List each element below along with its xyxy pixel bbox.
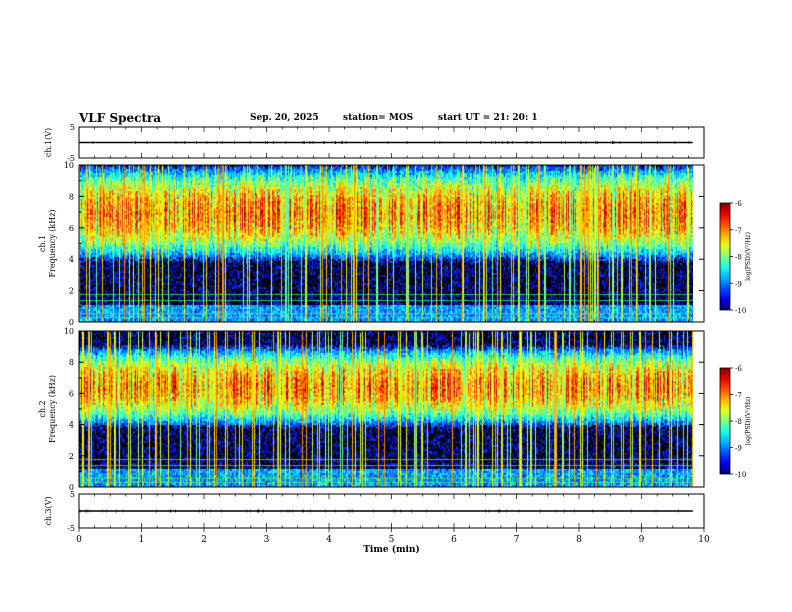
ch2-spectrogram-colorbar-tick-label: -6 [735,365,742,373]
ch1-spectrogram-ytick-label: 8 [69,192,74,201]
ch2-spectrogram-ytick-label: 0 [69,483,74,492]
ch1-spectrogram-colorbar-tick-label: -9 [735,280,742,288]
ch3-waveform-ytick-label: 5 [70,490,75,499]
ch1-spectrogram-colorbar-tick-label: -7 [735,227,742,235]
figure-title: VLF Spectra [79,111,162,125]
ch2-spectrogram-colorbar-tick-label: -7 [735,392,742,400]
ch1-spectrogram-ytick-label: 6 [69,224,74,233]
ch1-spectrogram-image [79,165,693,322]
ch1-spectrogram-colorbar-tick-label: -6 [735,200,742,208]
ch1-spectrogram-ytick-label: 0 [69,318,74,327]
ch3-waveform-xtick-label: 2 [201,535,207,545]
ch2-spectrogram-colorbar-tick-label: -9 [735,445,742,453]
ch2-spectrogram-colorbar-tick-label: -8 [735,418,742,426]
ch1-spectrogram-ytick-label: 2 [69,287,74,296]
ch1-waveform-ytick-label: -5 [67,154,75,163]
ch3-waveform-xtick-label: 9 [639,535,645,545]
ch2-spectrogram-colorbar [719,367,731,475]
ch3-waveform-xtick-label: 4 [326,535,332,545]
ch1-spectrogram-colorbar-tick-label: -8 [735,254,742,262]
ch3-waveform-xtick-label: 6 [451,535,457,545]
ch2-spectrogram-ylabel: Frequency (kHz) [48,375,57,443]
ch2-spectrogram-ytick-label: 2 [69,452,74,461]
ch1-spectrogram-colorbar-label: log(PSD)(V²/Hz) [745,232,752,281]
ch2-spectrogram-ytick-label: 8 [69,358,74,367]
ch3-waveform-panel: 5 -50 1 2 3 4 5 6 7 8 9 10 Time (min) ch.3(V) [44,490,710,555]
date-label: Sep. 20, 2025 [250,113,319,123]
ch3-waveform-ylabel: ch.3(V) [44,496,53,525]
ch2-spectrogram-channel-label: ch.2 [38,400,47,417]
ch1-waveform-panel: 5 -5 ch.1(V) [44,123,705,163]
ch3-waveform-xtick-label: 0 [76,535,82,545]
ch2-spectrogram-ytick-label: 6 [69,389,74,398]
ch1-waveform-ylabel: ch.1(V) [44,128,53,157]
ch1-spectrogram-channel-label: ch.1 [38,235,47,252]
ch3-waveform-xtick-label: 8 [576,535,582,545]
ch2-spectrogram-ytick-label: 4 [69,421,74,430]
station-label: station= MOS [343,113,414,123]
ch3-waveform-xlabel: Time (min) [363,544,420,555]
ch1-spectrogram-colorbar [719,202,731,311]
ch1-spectrogram-panel: 0 2 4 6 8 10 ch.1 Frequency (kHz) -6 -7 -8 -9 -10 log… [38,161,752,327]
ch2-spectrogram-ytick-label: 10 [64,327,74,336]
ch1-spectrogram-colorbar-tick-label: -10 [735,307,746,315]
ch3-waveform-xtick-label: 10 [698,535,710,545]
ch3-waveform-xtick-label: 7 [514,535,520,545]
ch1-waveform-ytick-label: 5 [70,123,75,132]
ch2-spectrogram-colorbar-tick-label: -10 [735,471,746,479]
ch3-waveform-ytick-label: -5 [67,524,75,533]
ch1-spectrogram-ytick-label: 10 [64,161,74,170]
ch1-spectrogram-ylabel: Frequency (kHz) [48,209,57,277]
ch3-waveform-xtick-label: 5 [389,535,395,545]
ch3-waveform-xtick-label: 1 [139,535,145,545]
ch1-spectrogram-ytick-label: 4 [69,255,74,264]
ch2-spectrogram-panel: 0 2 4 6 8 10 ch.2 Frequency (kHz) -6 -7 -8 -9 -10 log… [38,327,752,492]
ch3-waveform-xtick-label: 3 [264,535,270,545]
ch2-spectrogram-image [79,331,693,487]
start-time-label: start UT = 21: 20: 1 [438,113,538,123]
ch2-spectrogram-colorbar-label: log(PSD)(V²/Hz) [745,397,752,446]
